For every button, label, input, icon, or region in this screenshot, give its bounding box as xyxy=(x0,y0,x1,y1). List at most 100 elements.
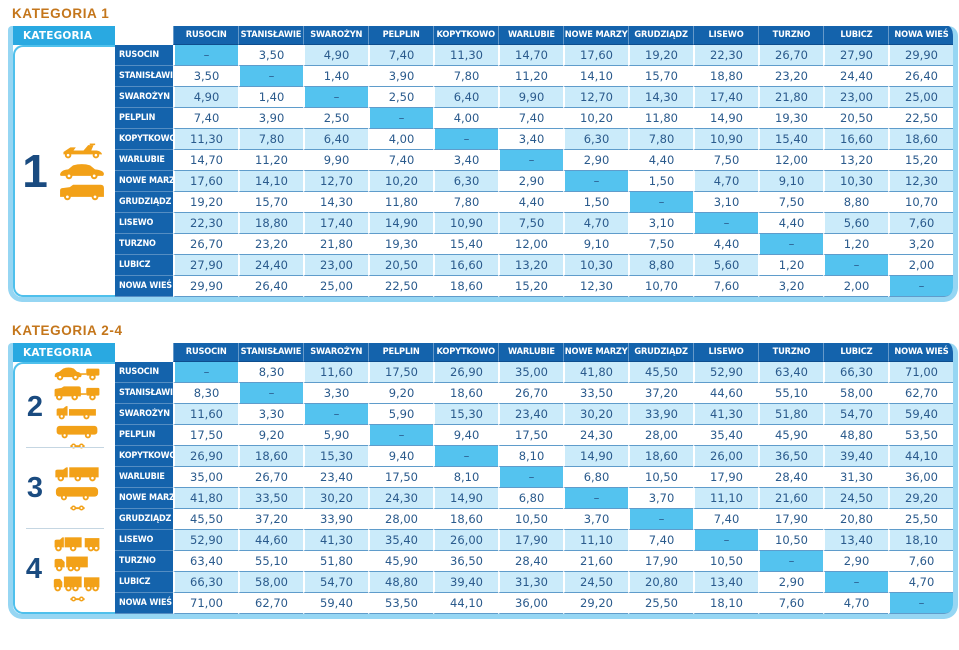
toll-cell: 36,50 xyxy=(433,551,498,572)
toll-cell: 3,70 xyxy=(563,509,628,530)
toll-cell: – xyxy=(368,108,433,129)
toll-cell: 62,70 xyxy=(888,383,953,404)
column-header-station: KOPYTKOWO xyxy=(433,343,498,362)
toll-cell: 1,50 xyxy=(563,192,628,213)
toll-cell: 51,80 xyxy=(303,551,368,572)
toll-cell: 18,10 xyxy=(693,593,758,614)
toll-cell: 29,90 xyxy=(888,45,953,66)
column-header-station: RUSOCIN xyxy=(173,343,238,362)
toll-cell: – xyxy=(238,383,303,404)
toll-cell: 58,00 xyxy=(823,383,888,404)
toll-cell: 4,70 xyxy=(563,213,628,234)
toll-cell: 24,40 xyxy=(238,255,303,276)
toll-cell: 7,40 xyxy=(173,108,238,129)
toll-cell: 44,10 xyxy=(433,593,498,614)
toll-cell: 21,80 xyxy=(758,87,823,108)
toll-cell: 17,50 xyxy=(173,425,238,446)
motorcycle-icon xyxy=(57,142,107,159)
column-header-station: LUBICZ xyxy=(823,343,888,362)
category-group: 4 xyxy=(17,530,113,608)
toll-cell: 23,00 xyxy=(823,87,888,108)
toll-cell: 14,90 xyxy=(368,213,433,234)
toll-cell: 15,40 xyxy=(433,234,498,255)
toll-cell: 44,10 xyxy=(888,446,953,467)
toll-cell: 15,70 xyxy=(238,192,303,213)
toll-cell: 4,40 xyxy=(498,192,563,213)
toll-cell: 26,70 xyxy=(758,45,823,66)
toll-cell: 8,30 xyxy=(173,383,238,404)
row-header-station: RUSOCIN xyxy=(115,45,173,66)
toll-cell: 15,20 xyxy=(888,150,953,171)
kategoria-header: KATEGORIA xyxy=(13,343,115,362)
toll-cell: 10,30 xyxy=(823,171,888,192)
toll-cell: – xyxy=(498,150,563,171)
toll-cell: 63,40 xyxy=(173,551,238,572)
column-header-station: WARLUBIE xyxy=(498,26,563,45)
toll-cell: 3,30 xyxy=(238,404,303,425)
column-header-station: TURZNO xyxy=(758,26,823,45)
toll-cell: 2,90 xyxy=(498,171,563,192)
toll-cell: 3,50 xyxy=(173,66,238,87)
toll-cell: 12,30 xyxy=(888,171,953,192)
toll-cell: 7,80 xyxy=(433,192,498,213)
toll-cell: 14,10 xyxy=(238,171,303,192)
toll-cell: 7,40 xyxy=(368,45,433,66)
toll-cell: 5,60 xyxy=(823,213,888,234)
toll-cell: 19,30 xyxy=(758,108,823,129)
toll-cell: 28,40 xyxy=(498,551,563,572)
toll-cell: 54,70 xyxy=(823,404,888,425)
row-header-station: RUSOCIN xyxy=(115,362,173,383)
minibus-icon xyxy=(51,423,103,439)
kategoria-2-4-section: KATEGORIA 2-4 KATEGORIA RUSOCIN STANISŁAWI… xyxy=(8,323,958,623)
table-frame: KATEGORIA RUSOCIN STANISŁAWIE SWAROŻYN PELPL… xyxy=(8,26,958,302)
row-header-station: LUBICZ xyxy=(115,255,173,276)
toll-cell: 33,90 xyxy=(303,509,368,530)
column-header-station: WARLUBIE xyxy=(498,343,563,362)
toll-cell: 10,50 xyxy=(693,551,758,572)
toll-cell: 33,50 xyxy=(563,383,628,404)
vehicle-icons xyxy=(51,364,103,450)
row-header-station: GRUDZIĄDZ xyxy=(115,192,173,213)
category-group: 2 xyxy=(17,367,113,449)
toll-cell: 10,70 xyxy=(628,276,693,297)
toll-cell: 4,40 xyxy=(758,213,823,234)
toll-cell: – xyxy=(823,572,888,593)
toll-cell: 25,00 xyxy=(888,87,953,108)
toll-cell: 1,40 xyxy=(303,66,368,87)
toll-cell: 10,50 xyxy=(628,467,693,488)
toll-cell: 10,50 xyxy=(758,530,823,551)
column-header-station: STANISŁAWIE xyxy=(238,343,303,362)
toll-cell: 1,40 xyxy=(238,87,303,108)
toll-cell: 17,50 xyxy=(368,362,433,383)
toll-cell: 17,90 xyxy=(498,530,563,551)
toll-cell: 17,50 xyxy=(498,425,563,446)
toll-cell: 9,40 xyxy=(433,425,498,446)
toll-cell: 29,20 xyxy=(563,593,628,614)
toll-cell: 15,40 xyxy=(758,129,823,150)
toll-cell: 36,00 xyxy=(498,593,563,614)
toll-cell: 17,90 xyxy=(628,551,693,572)
row-header-station: TURZNO xyxy=(115,551,173,572)
vehicle-icons xyxy=(51,465,103,512)
toll-cell: 26,40 xyxy=(888,66,953,87)
toll-cell: 1,50 xyxy=(628,171,693,192)
toll-cell: – xyxy=(368,425,433,446)
toll-cell: 12,00 xyxy=(498,234,563,255)
toll-cell: – xyxy=(173,45,238,66)
toll-cell: 18,60 xyxy=(888,129,953,150)
toll-cell: 3,10 xyxy=(693,192,758,213)
toll-cell: 13,20 xyxy=(498,255,563,276)
toll-cell: – xyxy=(303,87,368,108)
table-title-kategoria-2-4: KATEGORIA 2-4 xyxy=(12,323,123,338)
column-header-station: NOWA WIEŚ xyxy=(888,343,953,362)
toll-cell: 11,60 xyxy=(303,362,368,383)
toll-cell: 18,80 xyxy=(693,66,758,87)
toll-cell: 3,20 xyxy=(758,276,823,297)
toll-table-kategoria-2-4: KATEGORIA RUSOCIN STANISŁAWIE SWAROŻYN PELPL… xyxy=(13,343,953,614)
toll-cell: 29,90 xyxy=(173,276,238,297)
category-number: 4 xyxy=(25,552,43,585)
column-header-station: NOWE MARZY xyxy=(563,343,628,362)
toll-cell: 20,50 xyxy=(823,108,888,129)
toll-cell: 23,00 xyxy=(303,255,368,276)
row-header-station: PELPLIN xyxy=(115,108,173,129)
